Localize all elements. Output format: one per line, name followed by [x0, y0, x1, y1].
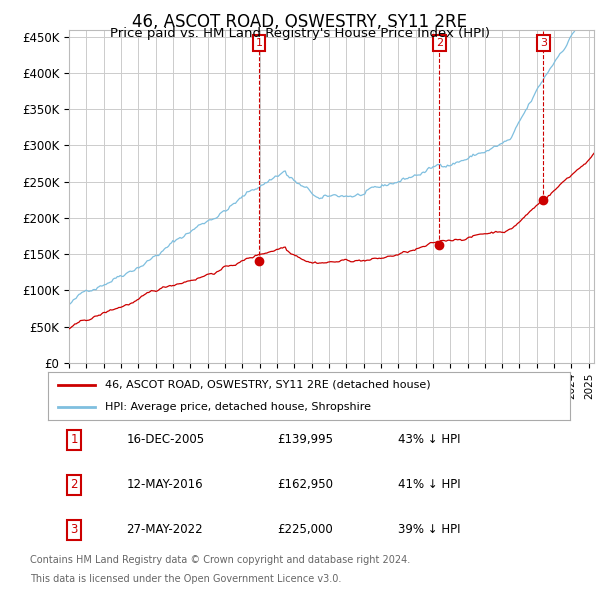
Text: 2: 2: [70, 478, 78, 491]
Text: 2: 2: [436, 38, 443, 48]
Text: 43% ↓ HPI: 43% ↓ HPI: [398, 433, 460, 446]
Text: Price paid vs. HM Land Registry's House Price Index (HPI): Price paid vs. HM Land Registry's House …: [110, 27, 490, 40]
Text: £225,000: £225,000: [278, 523, 334, 536]
Text: £162,950: £162,950: [278, 478, 334, 491]
Text: 39% ↓ HPI: 39% ↓ HPI: [398, 523, 460, 536]
Text: 3: 3: [70, 523, 78, 536]
Text: 1: 1: [256, 38, 262, 48]
Text: 41% ↓ HPI: 41% ↓ HPI: [398, 478, 460, 491]
Text: 1: 1: [70, 433, 78, 446]
Text: 12-MAY-2016: 12-MAY-2016: [127, 478, 203, 491]
Text: 46, ASCOT ROAD, OSWESTRY, SY11 2RE (detached house): 46, ASCOT ROAD, OSWESTRY, SY11 2RE (deta…: [106, 380, 431, 390]
Text: 3: 3: [540, 38, 547, 48]
Text: 27-MAY-2022: 27-MAY-2022: [127, 523, 203, 536]
Text: 46, ASCOT ROAD, OSWESTRY, SY11 2RE: 46, ASCOT ROAD, OSWESTRY, SY11 2RE: [133, 13, 467, 31]
Text: HPI: Average price, detached house, Shropshire: HPI: Average price, detached house, Shro…: [106, 402, 371, 412]
Text: £139,995: £139,995: [278, 433, 334, 446]
Text: This data is licensed under the Open Government Licence v3.0.: This data is licensed under the Open Gov…: [30, 574, 341, 584]
Text: Contains HM Land Registry data © Crown copyright and database right 2024.: Contains HM Land Registry data © Crown c…: [30, 555, 410, 565]
Text: 16-DEC-2005: 16-DEC-2005: [127, 433, 205, 446]
